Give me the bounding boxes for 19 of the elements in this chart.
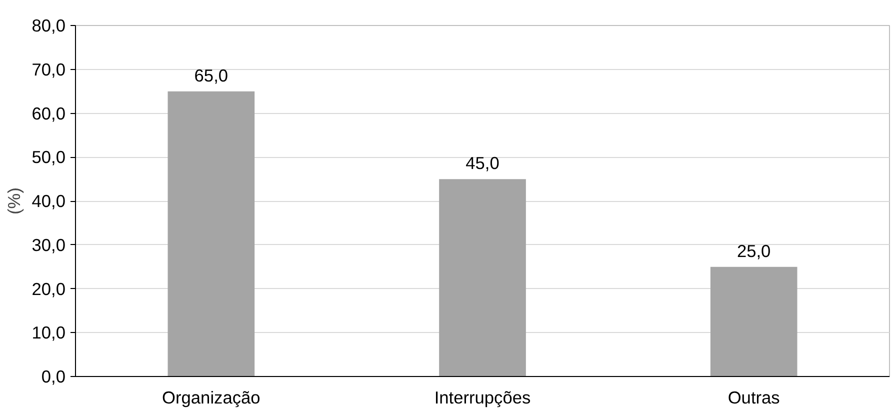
bar (439, 179, 526, 376)
data-label: 45,0 (466, 153, 500, 174)
bar (168, 91, 255, 376)
x-tick-label: Organização (162, 388, 260, 408)
y-tick-label: 0,0 (41, 366, 66, 386)
data-label: 25,0 (736, 240, 771, 261)
y-axis-title: (%) (4, 188, 24, 214)
bar (710, 266, 798, 376)
y-tick-label: 10,0 (32, 322, 66, 343)
y-tick-label: 50,0 (32, 147, 66, 168)
y-tick-label: 60,0 (32, 103, 66, 124)
x-tick-label: Interrupções (434, 388, 531, 408)
y-tick-label: 70,0 (32, 59, 66, 80)
x-tick-label: Outras (728, 388, 780, 408)
y-tick-label: 30,0 (32, 234, 66, 255)
y-tick-label: 40,0 (32, 191, 66, 211)
data-label: 65,0 (194, 65, 228, 86)
y-tick-label: 80,0 (32, 16, 66, 36)
y-tick-label: 20,0 (32, 278, 66, 299)
